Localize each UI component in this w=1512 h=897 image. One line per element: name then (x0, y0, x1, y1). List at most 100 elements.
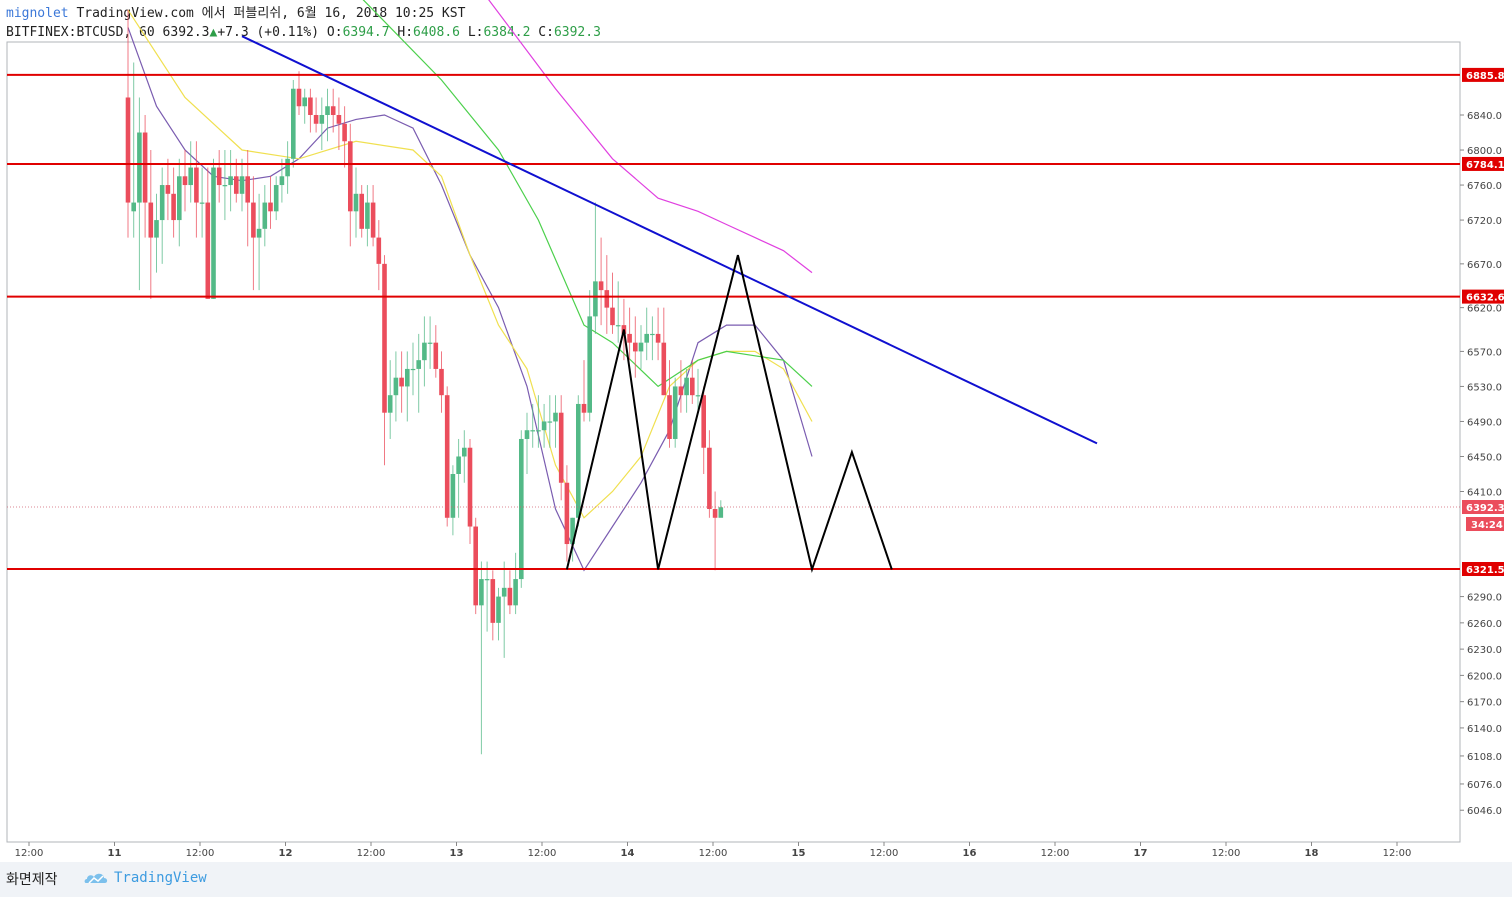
time-tick-label: 12:00 (1212, 848, 1241, 859)
candle-body (154, 220, 159, 238)
candle-body (319, 115, 325, 124)
author-name[interactable]: mignolet (6, 6, 69, 21)
candle-body (530, 430, 535, 432)
publish-line: mignolet TradingView.com 에서 퍼블리쉬, 6월 16,… (6, 4, 601, 23)
candle-body (222, 185, 228, 187)
candle-body (382, 263, 387, 413)
level-price-label: 6885.8 (1466, 71, 1505, 82)
candle-body (587, 316, 592, 413)
candle-body (701, 395, 706, 448)
candle-body (256, 228, 262, 238)
candle-body (399, 377, 404, 387)
high-label: H: (397, 25, 414, 40)
low-value: 6384.2 (483, 25, 531, 40)
candle-body (216, 167, 222, 186)
candle-body (501, 587, 507, 597)
candle-body (672, 386, 678, 439)
candle-body (422, 342, 427, 361)
candle-body (348, 141, 353, 212)
price-tick-label: 6200.0 (1467, 671, 1502, 682)
candle-body (513, 579, 518, 606)
candle-body (336, 115, 342, 124)
price-tick-label: 6530.0 (1467, 382, 1502, 393)
countdown-label: 34:24 (1471, 520, 1503, 531)
candle-body (416, 360, 421, 369)
price-tick-label: 6720.0 (1467, 216, 1502, 227)
candle-body (342, 123, 347, 142)
symbol-label: BITFINEX:BTCUSD, 60 (6, 25, 155, 40)
price-tick-label: 6170.0 (1467, 698, 1502, 709)
plot-frame (6, 41, 1461, 843)
price-tick-label: 6260.0 (1467, 619, 1502, 630)
chart-header: mignolet TradingView.com 에서 퍼블리쉬, 6월 16,… (6, 4, 601, 42)
time-tick-label: 12:00 (528, 848, 557, 859)
time-tick-label: 12:00 (1041, 848, 1070, 859)
candle-body (131, 202, 136, 212)
candle-body (291, 88, 296, 159)
time-tick-label: 11 (108, 848, 122, 859)
candle-body (194, 167, 199, 203)
candle-body (707, 447, 712, 510)
candle-body (598, 281, 604, 291)
candle-body (296, 88, 302, 107)
candle-body (655, 333, 661, 343)
tradingview-brand[interactable]: TradingView (114, 870, 207, 886)
time-tick-label: 12:00 (357, 848, 386, 859)
candle-body (308, 97, 313, 116)
candle-body (302, 97, 307, 107)
time-tick-label: 18 (1305, 848, 1319, 859)
candle-body (410, 368, 416, 371)
candle-body (638, 342, 644, 352)
footer-bar: 화면제작 TradingView (0, 862, 1512, 897)
candle-body (142, 132, 148, 203)
candle-body (405, 368, 410, 387)
time-tick-label: 15 (792, 848, 806, 859)
candle-body (667, 395, 672, 439)
price-axis: 6840.0 6800.0 6760.0 6720.0 6670.0 6620.0 6570… (1460, 67, 1505, 817)
candle-body (273, 185, 279, 212)
candle-body (313, 115, 319, 124)
ma-magenta-line (488, 0, 813, 274)
last-price: 6392.3 (162, 25, 210, 40)
candle-body (558, 412, 564, 483)
candle-body (159, 185, 165, 221)
open-value: 6394.7 (342, 25, 390, 40)
candle-body (325, 106, 330, 116)
price-tick-label: 6670.0 (1467, 260, 1502, 271)
candle-body (627, 333, 632, 343)
candle-body (393, 377, 399, 396)
level-price-label: 6632.6 (1466, 293, 1505, 304)
candle-body (712, 509, 718, 518)
candle-body (678, 386, 684, 396)
price-tick-label: 6290.0 (1467, 593, 1502, 604)
candle-body (245, 176, 250, 203)
price-tick-label: 6760.0 (1467, 181, 1502, 192)
candle-body (718, 507, 724, 518)
candle-body (553, 412, 558, 422)
candle-body (536, 430, 541, 432)
level-price-badge (1462, 562, 1504, 576)
cloud-logo-icon[interactable] (84, 871, 108, 885)
low-label: L: (467, 25, 484, 40)
candle-body (541, 421, 547, 431)
candle-body (695, 395, 701, 397)
candle-body (211, 167, 216, 299)
price-chart[interactable]: 6840.0 6800.0 6760.0 6720.0 6670.0 6620.0 6570… (0, 0, 1512, 862)
candle-body (610, 307, 615, 326)
candle-body (615, 325, 621, 327)
candle-body (644, 333, 649, 343)
time-tick-label: 12:00 (15, 848, 44, 859)
candle-body (484, 579, 490, 581)
candle-body (684, 377, 689, 396)
time-axis: 12:00 11 12:00 12 12:00 13 12:00 14 12:00 15 12:00… (15, 842, 1411, 859)
candle-body (456, 456, 461, 474)
candle-body (690, 377, 695, 396)
candle-body (234, 176, 239, 194)
candle-body (387, 395, 393, 413)
candle-body (359, 193, 364, 229)
candle-body (462, 447, 467, 457)
candle-body (182, 176, 188, 186)
candle-body (604, 290, 610, 308)
publish-info: TradingView.com 에서 퍼블리쉬, 6월 16, 2018 10:… (76, 6, 466, 21)
price-tick-label: 6140.0 (1467, 724, 1502, 735)
